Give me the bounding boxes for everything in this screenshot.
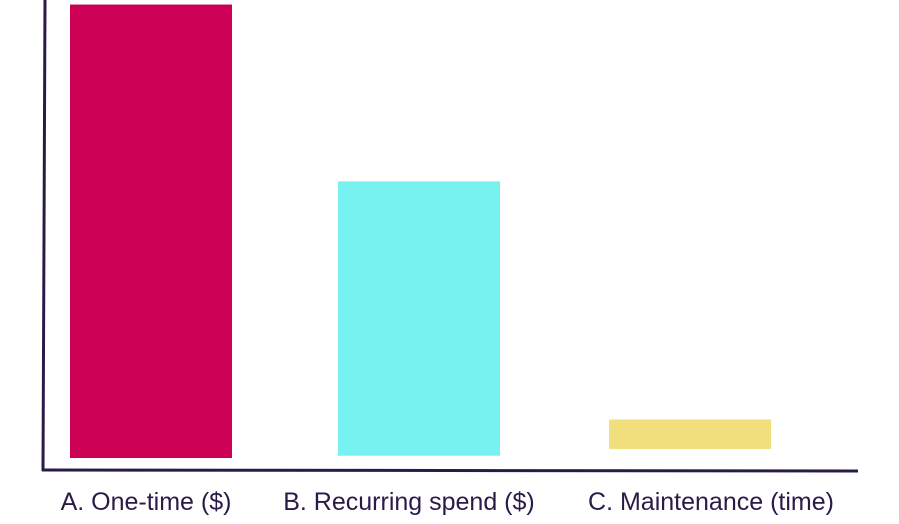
x-tick-label-b: B. Recurring spend ($) bbox=[283, 488, 535, 516]
bar-b bbox=[338, 181, 500, 456]
y-axis bbox=[41, 0, 47, 472]
x-axis bbox=[41, 468, 859, 473]
bar-c bbox=[609, 419, 771, 449]
bar-a bbox=[70, 4, 232, 458]
x-tick-label-c: C. Maintenance (time) bbox=[588, 488, 834, 516]
labels-layer: A. One-time ($) B. Recurring spend ($) C. … bbox=[61, 488, 834, 516]
axes-layer bbox=[41, 0, 859, 473]
bars-layer bbox=[70, 4, 771, 458]
x-tick-label-a: A. One-time ($) bbox=[61, 488, 232, 516]
